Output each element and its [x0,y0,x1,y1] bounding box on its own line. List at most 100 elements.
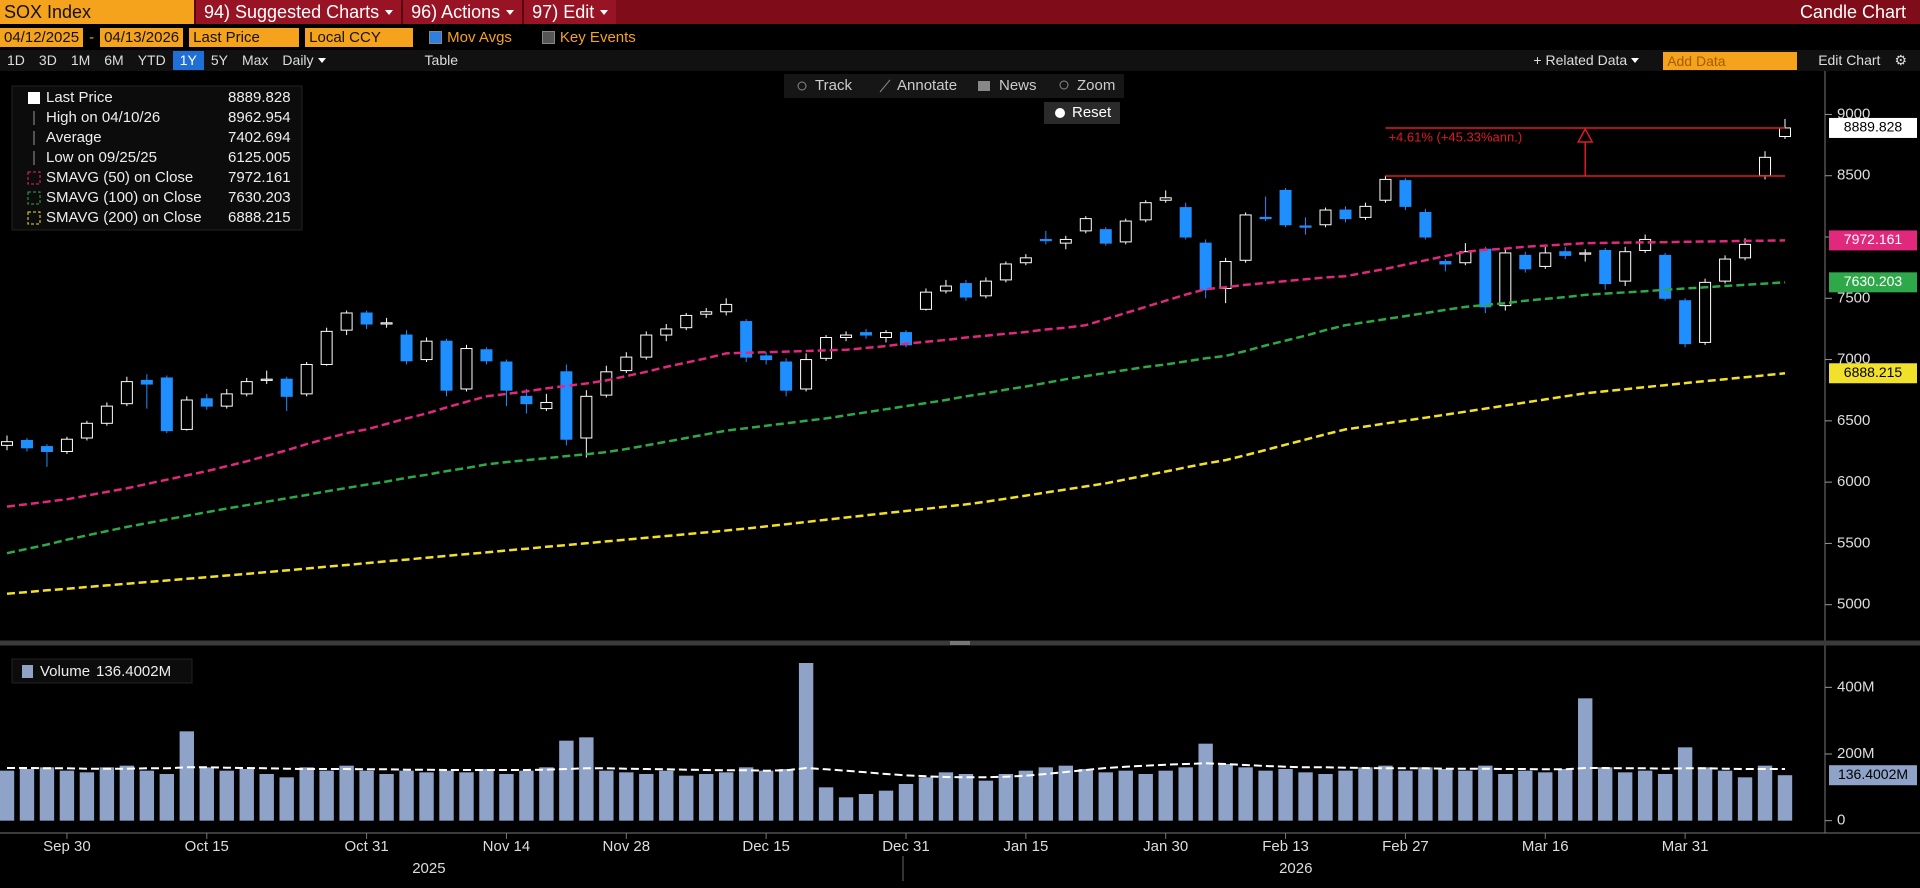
volume-bar [0,770,15,821]
range-button[interactable]: 1Y [172,51,204,70]
volume-bar [1358,767,1373,821]
tool-button[interactable]: Track [815,77,852,94]
volume-bar [1498,774,1513,821]
range-bar: 1D 3D 1M 6M YTD 1Y 5Y Max Daily Table + … [0,50,1920,71]
volume-bar [99,767,115,821]
tool-button[interactable]: Annotate [897,77,957,94]
currency-select[interactable]: Local CCY [305,27,414,47]
candle-body [1479,248,1492,308]
volume-bar [299,767,314,821]
volume-bar [718,772,734,821]
checkbox[interactable] [541,30,555,44]
candle-body [160,377,173,432]
candle-body [560,371,573,440]
legend-icon [27,171,41,185]
range-button[interactable]: 3D [38,52,57,68]
related-data[interactable]: + Related Data [1526,51,1647,70]
moving-average-line [6,372,1786,595]
divider-handle[interactable] [950,641,970,645]
range-button[interactable]: 1M [70,52,91,68]
volume-bar [419,772,434,821]
reset-button[interactable] [1044,102,1120,124]
range-button[interactable]: YTD [137,52,166,68]
legend-label: Average [46,129,102,146]
volume-bar [1558,769,1573,821]
candle-body [800,359,813,390]
chart-style-icons[interactable] [334,51,418,70]
volume-bar [1777,775,1793,821]
settings-bar: 04/12/2025 - 04/13/2026 Last Price Local… [0,26,1920,48]
tool-button[interactable]: Zoom [1077,77,1115,94]
table-button[interactable]: Table [424,52,459,68]
legend-value: 7402.694 [228,129,291,146]
candle-body [20,439,33,449]
volume-bar [978,780,994,821]
reset-label[interactable]: Reset [1072,104,1112,121]
last-value-label: 136.4002M [1838,766,1908,782]
candle-body [1079,218,1092,232]
candle-body [1439,261,1452,265]
volume-bar [159,774,175,821]
add-data-field[interactable]: Add Data [1663,51,1798,70]
candle-body [1,441,13,446]
volume-bar [459,772,474,821]
volume-bar [1298,772,1313,821]
volume-bar [938,772,954,821]
volume-bar [1178,767,1193,821]
candle-body [1179,207,1192,238]
candle-body [580,395,593,439]
candle-body [1739,243,1752,259]
volume-bar [1058,765,1074,821]
frequency-select[interactable]: Daily [275,51,333,70]
range-button[interactable]: 1D [7,52,25,68]
candle-body [240,381,253,395]
volume-bar [179,731,194,821]
candle-body [1519,254,1532,270]
volume-bar [1598,767,1613,821]
menu[interactable]: 97) Edit [522,0,617,24]
legend-label: High on 04/10/26 [46,109,160,126]
annotation-text: +4.61% (+45.33%ann.) [1388,129,1522,144]
volume-bar [1398,770,1413,821]
x-tick-label: Feb 27 [1382,838,1429,855]
menu[interactable]: 96) Actions [401,0,523,24]
candle-body [1639,238,1652,251]
candle-body [1019,257,1032,264]
volume-bar [898,784,914,821]
candle-body [1219,261,1232,289]
volume-bar [1418,767,1433,821]
x-tick-label: Mar 31 [1662,838,1709,855]
volume-bar [998,774,1014,821]
candle-body [360,312,373,325]
edit-chart[interactable]: Edit Chart [1818,52,1881,68]
tool-button[interactable]: News [999,77,1037,94]
end-date[interactable]: 04/13/2026 [100,27,184,47]
range-button[interactable]: 6M [104,52,124,68]
candle-body [840,334,853,339]
candle-body [1039,238,1052,242]
toggle[interactable]: Key Events [559,28,636,46]
candle-body [880,332,893,339]
volume-bar [1637,770,1653,821]
candle-body [1599,249,1612,285]
range-button[interactable]: 5Y [210,52,228,68]
volume-bar [1378,765,1393,821]
volume-bar [1118,770,1133,821]
volume-bar [1018,770,1034,821]
volume-bar [659,770,674,821]
toggle[interactable]: Mov Avgs [447,28,512,46]
volume-bar [219,770,234,821]
average-volume-line [7,762,1785,779]
security-field[interactable]: SOX Index [0,0,194,24]
volume-bar [499,774,514,821]
start-date[interactable]: 04/12/2025 [0,27,84,47]
x-tick-label: Oct 31 [345,838,389,855]
range-button[interactable]: Max [241,52,269,68]
candle-body [640,334,653,358]
volume-bar [958,774,974,821]
menu[interactable]: 94) Suggested Charts [194,0,402,24]
checkbox[interactable] [429,30,443,44]
field-select[interactable]: Last Price [189,27,300,47]
x-tick-label: Jan 30 [1143,838,1188,855]
settings-icon[interactable]: ⚙ [1894,52,1907,68]
